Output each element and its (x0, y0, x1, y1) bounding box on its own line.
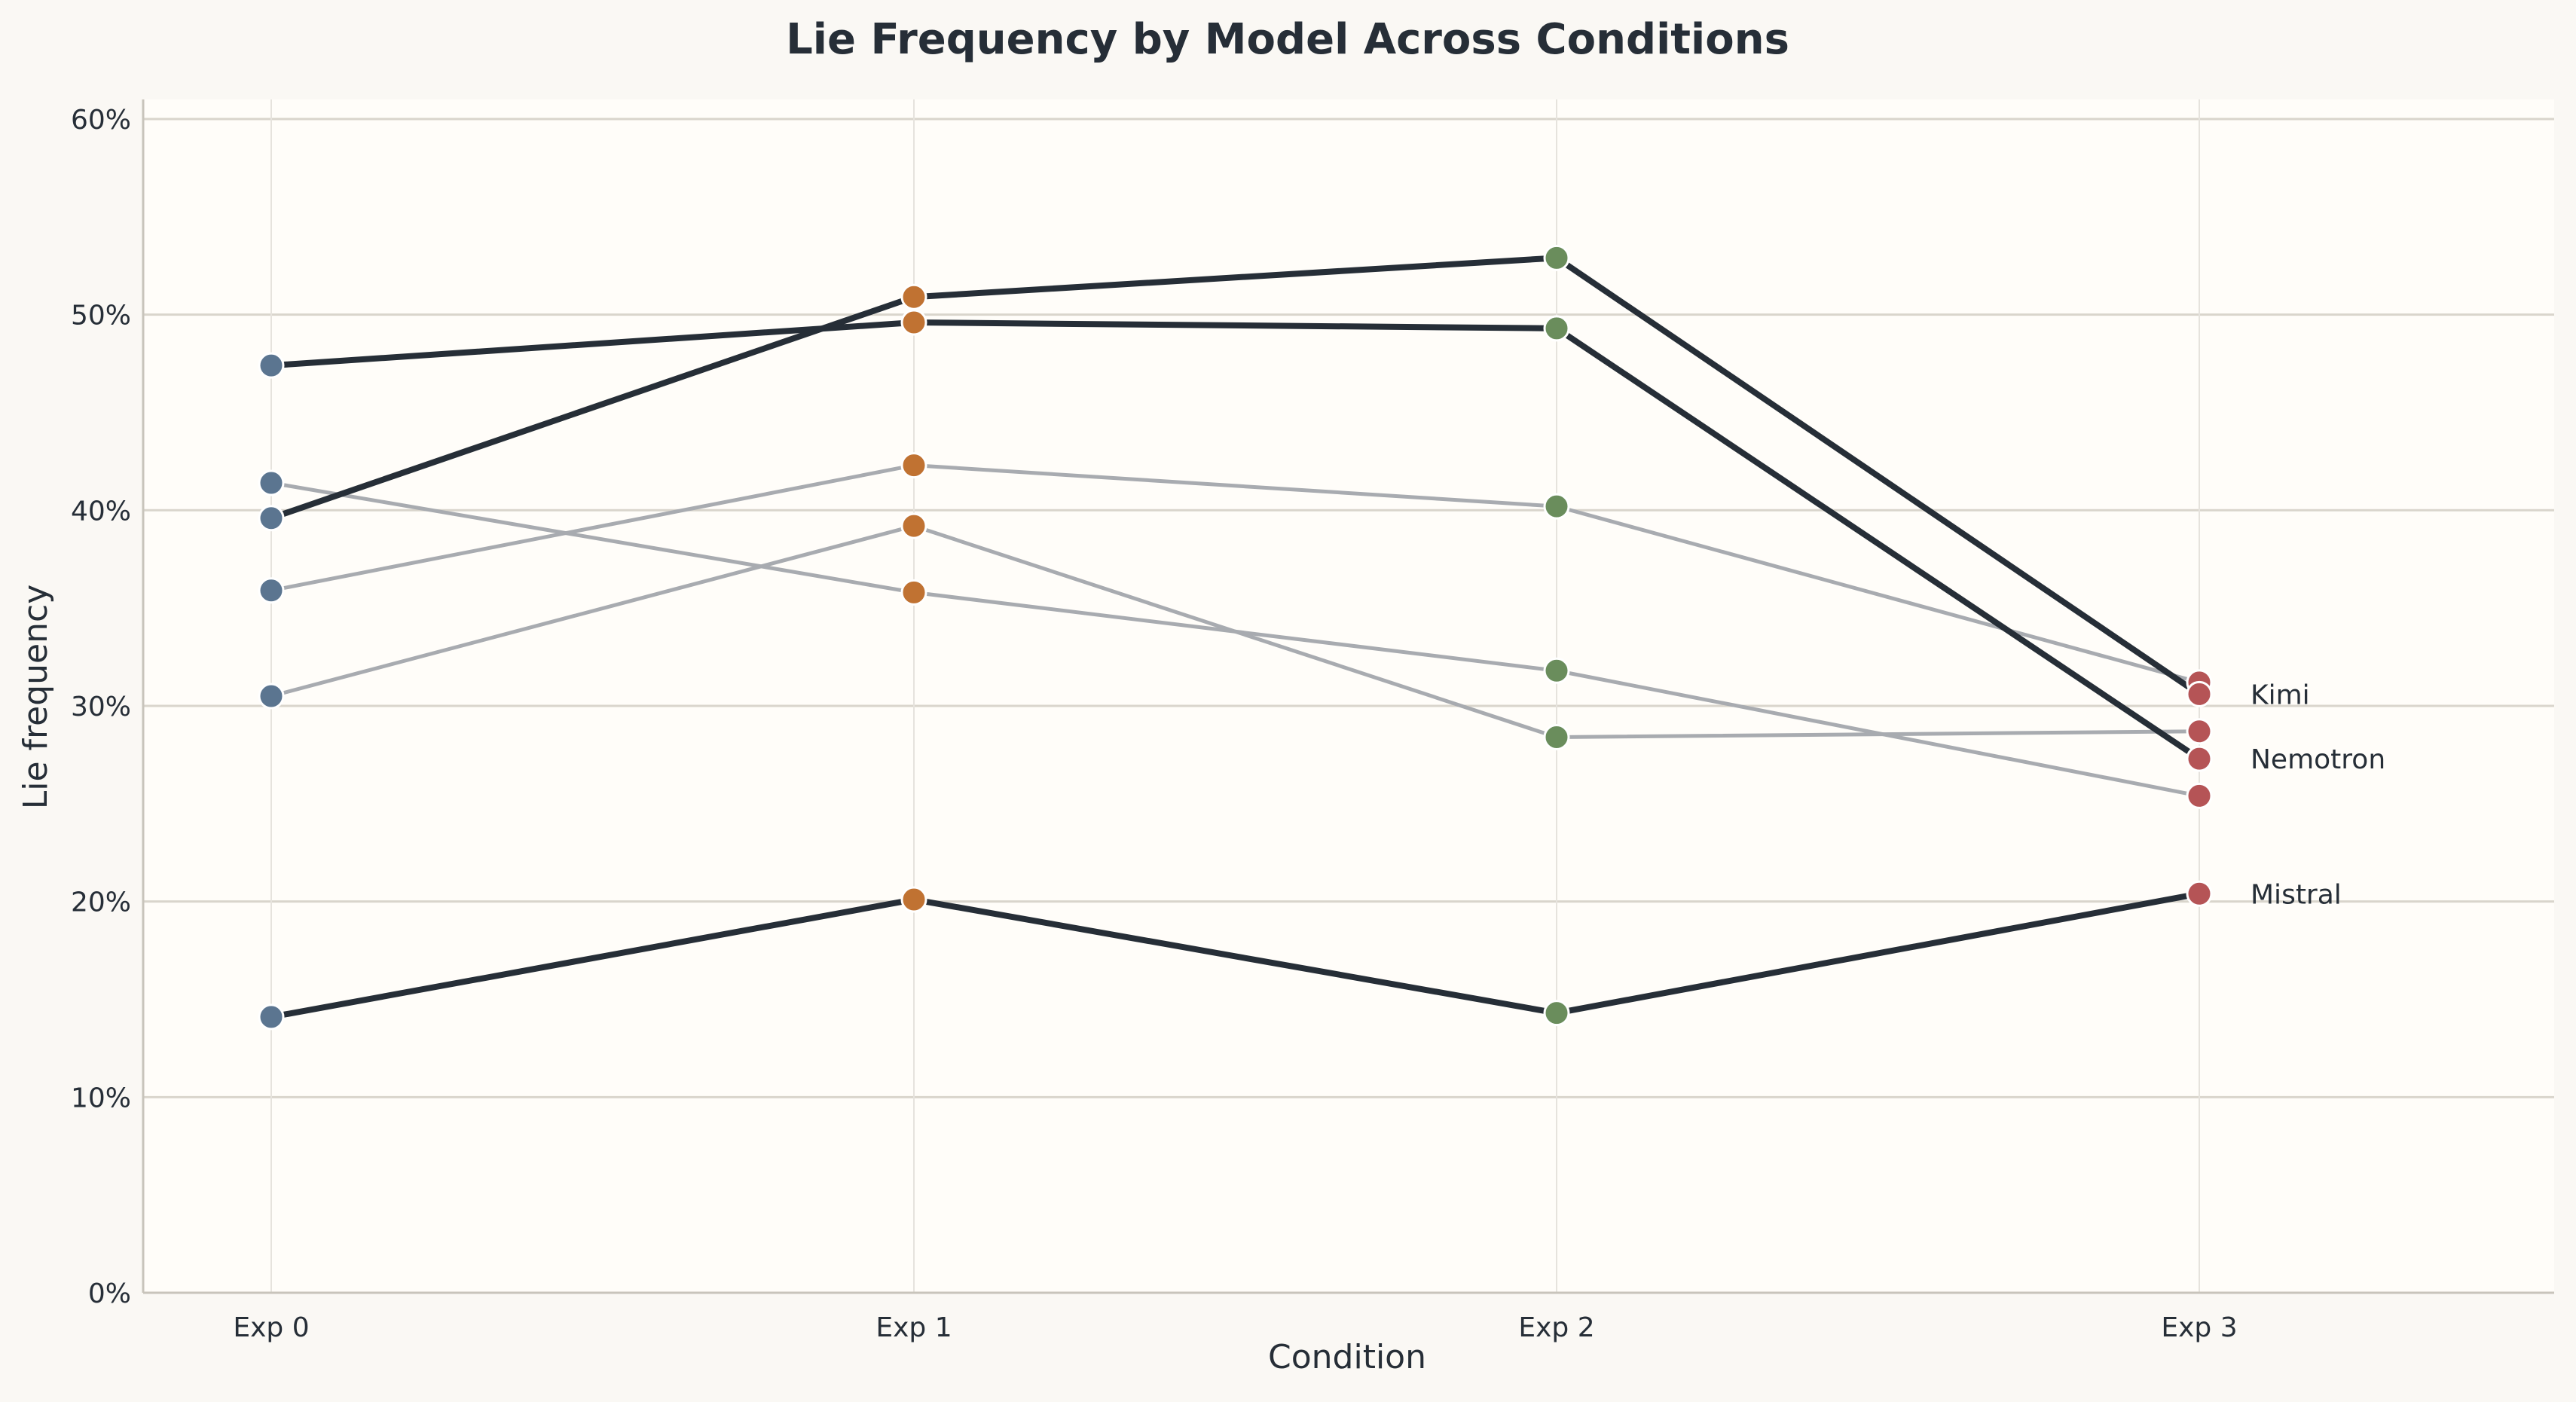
y-tick-label: 20% (71, 887, 131, 918)
series-label: Nemotron (2251, 744, 2385, 775)
y-tick-label: 0% (88, 1278, 131, 1309)
series-label: Mistral (2251, 879, 2342, 910)
data-point (1543, 244, 1570, 271)
series-label: Kimi (2251, 680, 2310, 710)
data-point (2186, 745, 2213, 772)
series-line (268, 319, 2202, 762)
data-point (258, 683, 285, 710)
x-tick-label: Exp 3 (2161, 1312, 2237, 1343)
data-point (900, 512, 927, 539)
data-point (900, 886, 927, 913)
data-point (258, 352, 285, 379)
y-axis-label: Lie frequency (17, 585, 55, 809)
y-tick-label: 50% (71, 301, 131, 331)
data-point (258, 577, 285, 604)
data-point (2186, 782, 2213, 809)
series-line (269, 524, 2202, 740)
y-tick-label: 30% (71, 692, 131, 722)
y-tick-label: 40% (71, 496, 131, 527)
data-point (1543, 315, 1570, 342)
data-point (2186, 718, 2213, 745)
data-point (258, 505, 285, 532)
data-point (900, 452, 927, 479)
data-point (1543, 724, 1570, 751)
x-tick-label: Exp 0 (233, 1312, 309, 1343)
series-line (268, 890, 2202, 1020)
data-point (1543, 493, 1570, 520)
data-point (1543, 657, 1570, 684)
series-line (268, 255, 2202, 698)
x-tick-label: Exp 2 (1518, 1312, 1594, 1343)
plot-area (143, 99, 2554, 1293)
chart-title: Lie Frequency by Model Across Conditions (786, 15, 1789, 64)
data-point (1543, 1000, 1570, 1027)
x-tick-label: Exp 1 (875, 1312, 952, 1343)
data-point (258, 1003, 285, 1031)
data-point (2186, 680, 2213, 707)
data-point (900, 309, 927, 336)
data-point (2186, 880, 2213, 907)
y-tick-label: 10% (71, 1083, 131, 1113)
series-line (269, 463, 2202, 685)
y-tick-label: 60% (71, 105, 131, 136)
data-point (258, 469, 285, 496)
data-point (900, 579, 927, 606)
data-point (900, 283, 927, 310)
x-axis-label: Condition (1268, 1338, 1426, 1376)
